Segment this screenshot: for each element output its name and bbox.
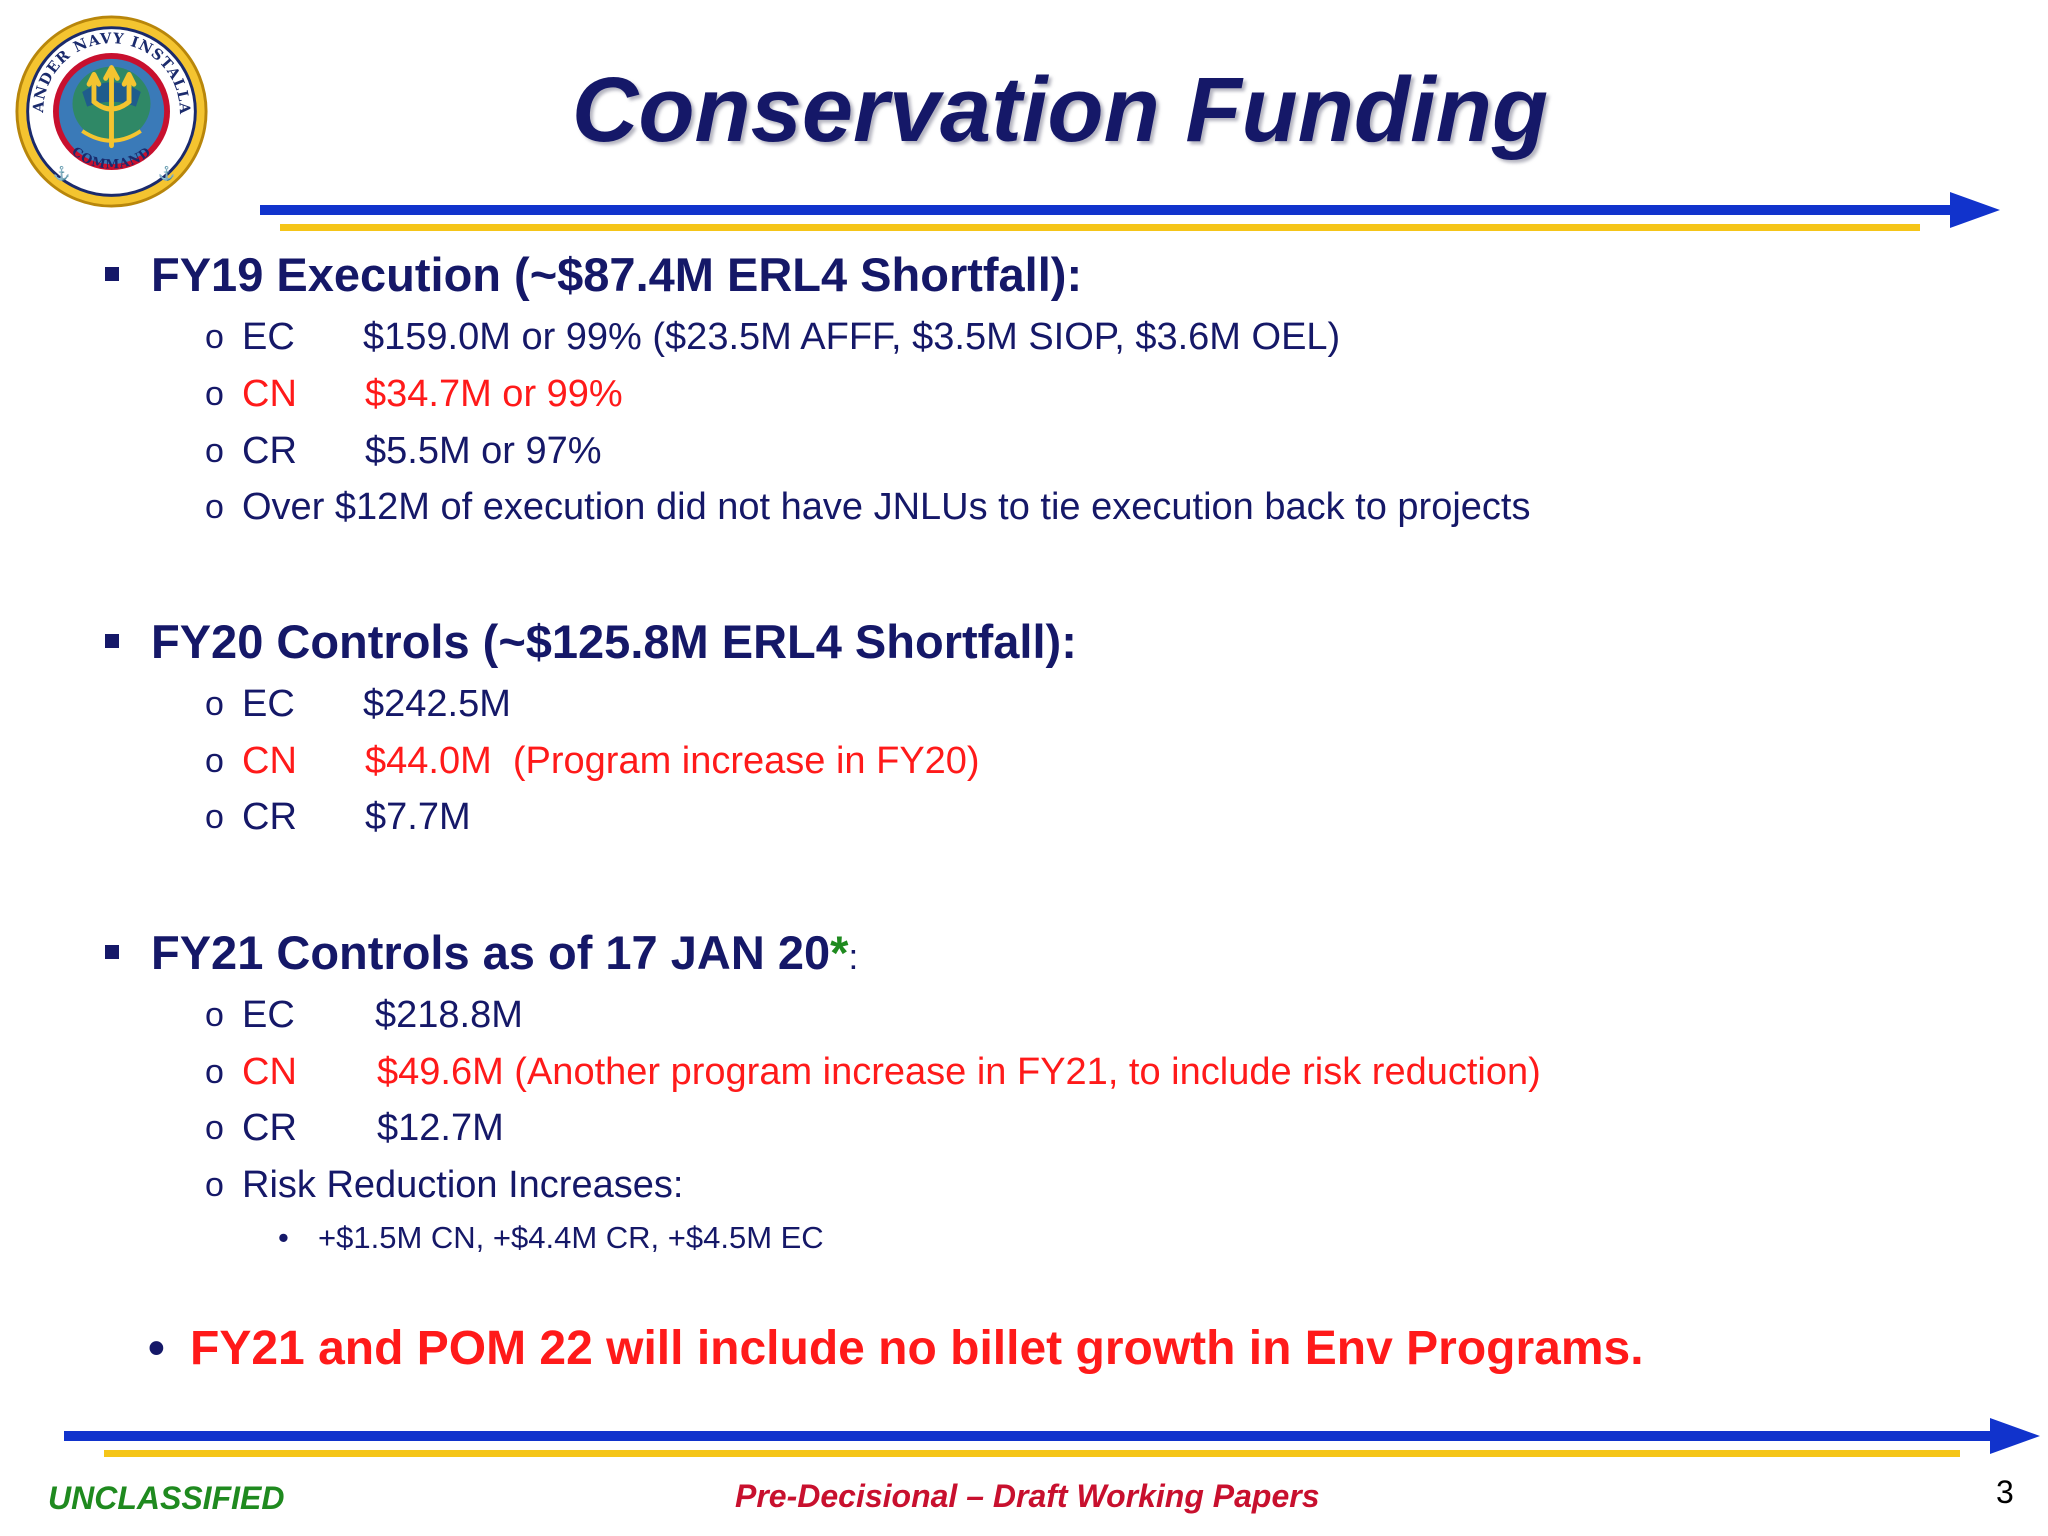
dot-bullet-icon: • xyxy=(148,1322,165,1375)
footnote-asterisk: * xyxy=(830,926,849,979)
circle-bullet-icon: o xyxy=(205,685,224,723)
circle-bullet-icon: o xyxy=(205,996,224,1034)
cni-command-seal-icon: COMMANDER NAVY INSTALLATIONS COMMAND ⚓ ⚓ xyxy=(14,14,209,209)
circle-bullet-icon: o xyxy=(205,1109,224,1147)
svg-text:⚓: ⚓ xyxy=(53,165,70,181)
circle-bullet-icon: o xyxy=(205,318,224,356)
page-number: 3 xyxy=(1996,1474,2014,1510)
square-bullet-icon xyxy=(105,267,119,281)
circle-bullet-icon: o xyxy=(205,742,224,780)
square-bullet-icon xyxy=(105,945,119,959)
circle-bullet-icon: o xyxy=(205,1053,224,1091)
square-bullet-icon xyxy=(105,634,119,648)
circle-bullet-icon: o xyxy=(205,798,224,836)
circle-bullet-icon: o xyxy=(205,1166,224,1204)
top-divider-arrow xyxy=(260,192,2000,236)
dot-bullet-icon: • xyxy=(278,1220,289,1255)
circle-bullet-icon: o xyxy=(205,375,224,413)
bottom-divider-arrow xyxy=(64,1418,2040,1462)
svg-text:⚓: ⚓ xyxy=(158,165,175,181)
predecisional-marking: Pre-Decisional – Draft Working Papers xyxy=(735,1478,1320,1514)
circle-bullet-icon: o xyxy=(205,432,224,470)
slide-title: Conservation Funding xyxy=(571,59,1549,161)
circle-bullet-icon: o xyxy=(205,488,224,526)
classification-label: UNCLASSIFIED xyxy=(48,1480,285,1516)
